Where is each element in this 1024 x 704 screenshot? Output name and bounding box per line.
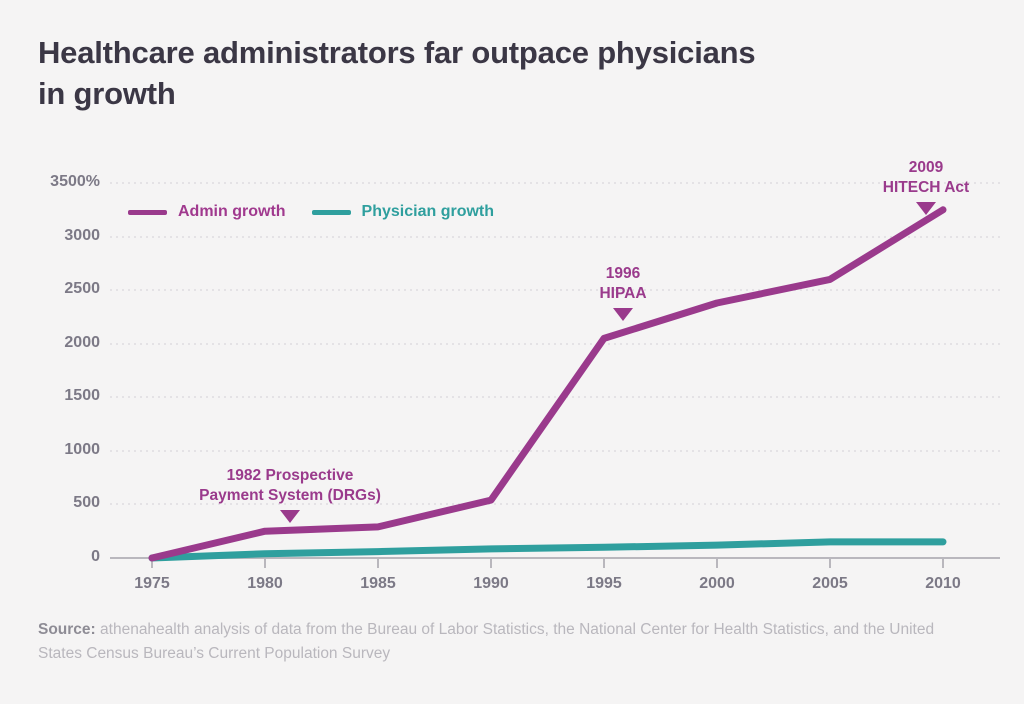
series-line-physician-growth [148,538,947,562]
y-axis-tick-label-500: 500 [73,494,100,512]
annotation-1996-hipaa: 1996 HIPAA [538,264,708,321]
y-axis-tick-label-0: 0 [91,548,100,565]
annotation-1982-drg: 1982 Prospective Payment System (DRGs) [160,466,420,523]
x-axis-tick-label-2000: 2000 [699,575,735,592]
annotation-drg-line1: 1982 Prospective [226,467,354,484]
legend-label-admin: Admin growth [178,203,286,220]
annotation-drg-line2: Payment System (DRGs) [199,487,381,504]
legend-swatch-icon-physician [311,209,351,215]
x-axis-tick-label-1985: 1985 [360,575,396,592]
legend-label-physician: Physician growth [361,203,495,220]
annotation-hitech-line1: 2009 [908,159,944,176]
page-title: Healthcare administrators far outpace ph… [38,35,756,111]
annotation-2009-hitech: 2009 HITECH Act [826,158,1024,215]
legend: Admin growth Physician growth [128,203,494,221]
series-line-admin-growth [148,206,947,562]
legend-item-physician-growth: Physician growth [311,203,495,221]
y-axis-tick-label-3500: 3500% [50,173,100,190]
legend-swatch-icon-admin [128,209,167,215]
annotation-hipaa-line2: HIPAA [599,285,647,302]
legend-item-admin-growth: Admin growth [128,203,286,221]
triangle-down-icon [613,308,633,321]
annotation-hipaa-line1: 1996 [605,265,641,282]
triangle-down-icon [280,510,300,523]
annotation-hitech-line2: HITECH Act [882,179,970,196]
y-axis-tick-label-1000: 1000 [64,440,100,458]
y-axis-tick-label-2500: 2500 [64,280,100,298]
y-axis-tick-label-1500: 1500 [64,387,100,405]
x-axis-tick-label-1990: 1990 [473,575,509,592]
source-text: athenahealth analysis of data from the B… [38,621,935,662]
triangle-down-icon [916,202,936,215]
gridlines [110,182,1000,505]
x-axis-tick-label-1975: 1975 [134,575,170,592]
y-axis-tick-label-2000: 2000 [64,333,100,351]
x-axis-tick-label-2010: 2010 [925,575,961,592]
source-prefix: Source: [38,621,96,638]
source-note: Source: athenahealth analysis of data fr… [38,618,938,666]
y-axis-tick-label-3000: 3000 [64,226,100,244]
x-axis-tick-label-2005: 2005 [812,575,848,592]
x-axis-ticks [151,558,944,568]
x-axis-tick-label-1980: 1980 [247,575,283,592]
x-axis-tick-label-1995: 1995 [586,575,622,592]
